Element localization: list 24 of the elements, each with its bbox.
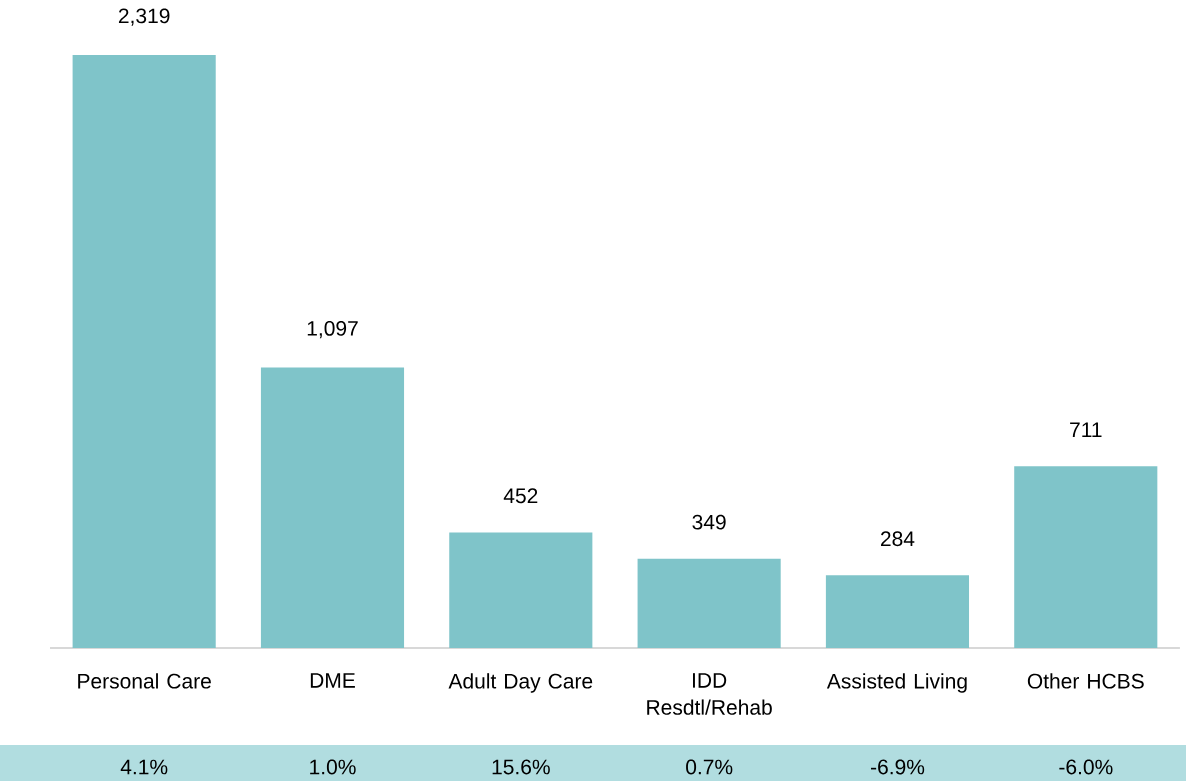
x-tick-label: Other HCBS — [1027, 672, 1144, 689]
x-tick-label: Adult Day Care — [448, 672, 593, 693]
text: 0.7% — [686, 759, 733, 775]
text: 1.0% — [310, 759, 356, 775]
data-label: 284 — [881, 531, 915, 546]
text: 15.6% — [492, 759, 550, 775]
data-label: 349 — [692, 514, 726, 530]
data-label: 452 — [503, 488, 538, 503]
x-tick-label: IDD Resdtl/Rehab — [647, 672, 772, 715]
data-label: 1,097 — [307, 320, 358, 339]
text: 4.1% — [120, 759, 168, 775]
bar — [449, 532, 593, 648]
x-tick-label: Assisted Living — [826, 672, 967, 693]
bar — [1014, 465, 1158, 648]
x-tick-label: Personal Care — [78, 672, 211, 689]
text: -6.0% — [1059, 759, 1113, 775]
bar — [260, 367, 405, 648]
data-label: 711 — [1070, 422, 1102, 437]
data-label: 2,319 — [118, 8, 170, 26]
bar — [825, 575, 970, 648]
bar — [72, 54, 216, 648]
text: -6.9% — [871, 759, 925, 775]
bar — [637, 558, 781, 648]
x-tick-label: DME — [310, 672, 355, 688]
